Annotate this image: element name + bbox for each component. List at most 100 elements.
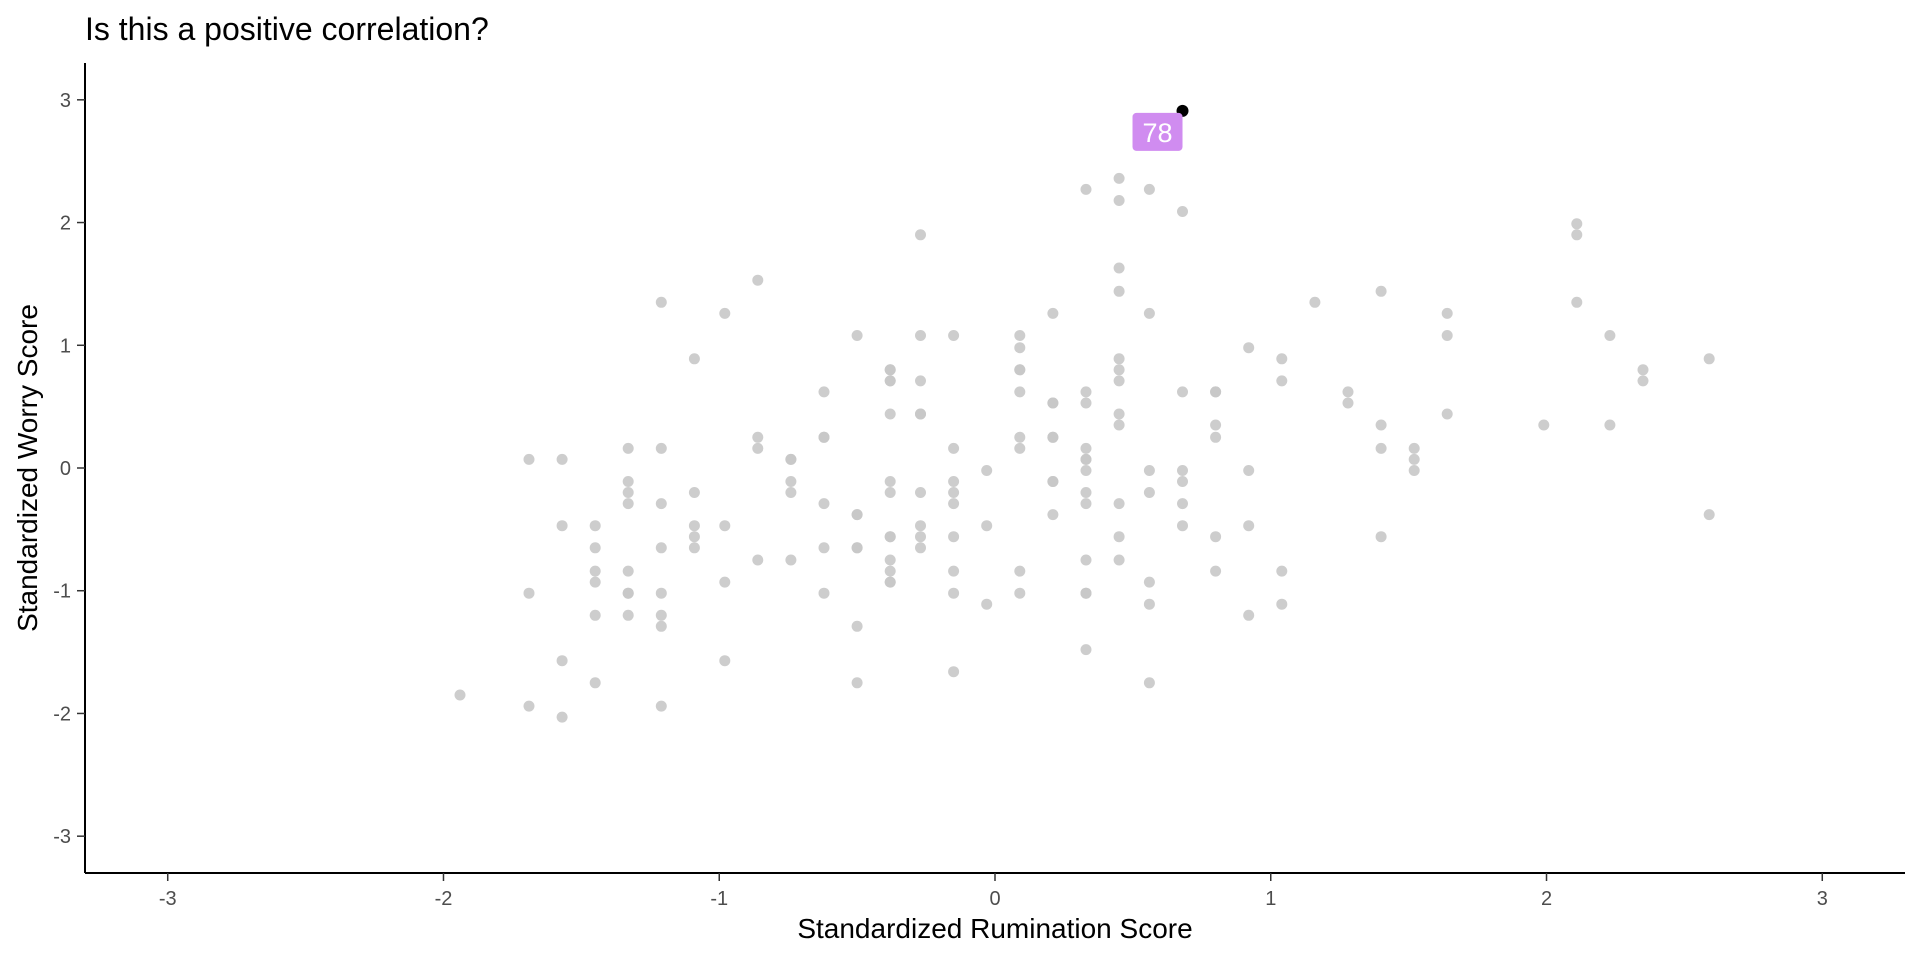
y-tick-label: 1 bbox=[60, 335, 71, 357]
data-point bbox=[622, 565, 634, 577]
data-point bbox=[785, 453, 797, 465]
data-point bbox=[1143, 576, 1155, 588]
data-point bbox=[1014, 431, 1026, 443]
data-point bbox=[688, 520, 700, 532]
data-point bbox=[1375, 419, 1387, 431]
data-point bbox=[884, 554, 896, 566]
data-point bbox=[1604, 330, 1616, 341]
data-point bbox=[884, 565, 896, 577]
data-point bbox=[948, 666, 960, 678]
data-point bbox=[1276, 598, 1288, 610]
data-point bbox=[948, 442, 960, 454]
data-point bbox=[589, 677, 601, 689]
data-point bbox=[1014, 442, 1026, 454]
data-point bbox=[915, 375, 926, 387]
data-point bbox=[556, 655, 568, 667]
data-point bbox=[655, 587, 667, 599]
data-point bbox=[719, 655, 731, 667]
data-point bbox=[1143, 487, 1155, 498]
data-point bbox=[1375, 442, 1387, 454]
data-point bbox=[1703, 353, 1715, 365]
data-point bbox=[1604, 419, 1616, 431]
x-tick-label: 3 bbox=[1817, 888, 1828, 910]
data-point bbox=[1210, 386, 1222, 398]
data-point bbox=[981, 465, 993, 476]
data-point bbox=[818, 587, 830, 599]
data-point bbox=[1538, 419, 1550, 431]
data-point bbox=[1143, 465, 1155, 476]
data-point bbox=[1177, 476, 1188, 487]
data-point bbox=[752, 274, 764, 286]
data-point bbox=[1014, 330, 1026, 341]
data-point bbox=[1210, 531, 1222, 543]
data-point bbox=[523, 700, 535, 712]
data-point bbox=[851, 330, 863, 341]
data-point bbox=[589, 565, 601, 577]
data-point bbox=[884, 375, 896, 387]
data-point bbox=[1408, 442, 1420, 454]
data-point bbox=[915, 487, 926, 498]
data-point bbox=[1276, 375, 1288, 387]
data-point bbox=[1703, 509, 1715, 521]
data-point bbox=[1571, 229, 1583, 241]
data-point bbox=[1342, 397, 1354, 409]
y-tick-label: 3 bbox=[60, 90, 71, 112]
data-point bbox=[915, 229, 926, 241]
data-point bbox=[622, 476, 634, 487]
data-point bbox=[1441, 408, 1453, 420]
data-point bbox=[948, 587, 960, 599]
data-point bbox=[688, 531, 700, 543]
data-point bbox=[948, 476, 960, 487]
data-point bbox=[1113, 172, 1125, 184]
data-point bbox=[1637, 364, 1649, 376]
data-point bbox=[1276, 353, 1288, 365]
data-point bbox=[752, 431, 764, 443]
data-point bbox=[1080, 465, 1092, 476]
data-point bbox=[454, 689, 466, 701]
highlight-label: 78 bbox=[1142, 118, 1172, 148]
data-point bbox=[556, 520, 568, 532]
data-point bbox=[589, 542, 601, 554]
data-point bbox=[1080, 487, 1092, 498]
y-axis-title: Standardized Worry Score bbox=[12, 304, 43, 632]
data-point bbox=[851, 542, 863, 554]
data-point bbox=[1177, 206, 1188, 217]
data-point bbox=[1113, 262, 1125, 274]
data-point bbox=[1080, 183, 1092, 195]
data-point bbox=[818, 498, 830, 510]
data-point bbox=[915, 330, 926, 341]
data-point bbox=[1243, 609, 1255, 621]
data-point bbox=[752, 442, 764, 454]
data-point bbox=[948, 487, 960, 498]
data-point bbox=[948, 565, 960, 577]
data-point bbox=[1342, 386, 1354, 398]
data-point bbox=[1080, 453, 1092, 465]
data-point bbox=[1113, 419, 1125, 431]
data-point bbox=[948, 330, 960, 341]
data-point bbox=[1177, 386, 1188, 398]
data-point bbox=[785, 554, 797, 566]
data-point bbox=[655, 700, 667, 712]
data-point bbox=[851, 677, 863, 689]
data-point bbox=[851, 509, 863, 521]
data-point bbox=[1571, 218, 1583, 230]
data-point bbox=[1014, 587, 1026, 599]
data-point bbox=[655, 609, 667, 621]
data-point bbox=[884, 487, 896, 498]
data-point bbox=[556, 711, 568, 723]
data-point bbox=[1014, 342, 1026, 354]
data-point bbox=[589, 520, 601, 532]
data-point bbox=[1375, 285, 1387, 297]
highlight-layer: 78 bbox=[1132, 104, 1189, 151]
x-axis-title: Standardized Rumination Score bbox=[797, 913, 1192, 944]
data-point bbox=[556, 453, 568, 465]
data-point bbox=[1177, 520, 1188, 532]
data-point bbox=[884, 576, 896, 588]
data-point bbox=[1047, 509, 1059, 521]
data-point bbox=[1014, 364, 1026, 376]
data-point bbox=[1441, 307, 1453, 319]
data-point bbox=[719, 520, 731, 532]
data-point bbox=[1143, 307, 1155, 319]
data-point bbox=[948, 531, 960, 543]
